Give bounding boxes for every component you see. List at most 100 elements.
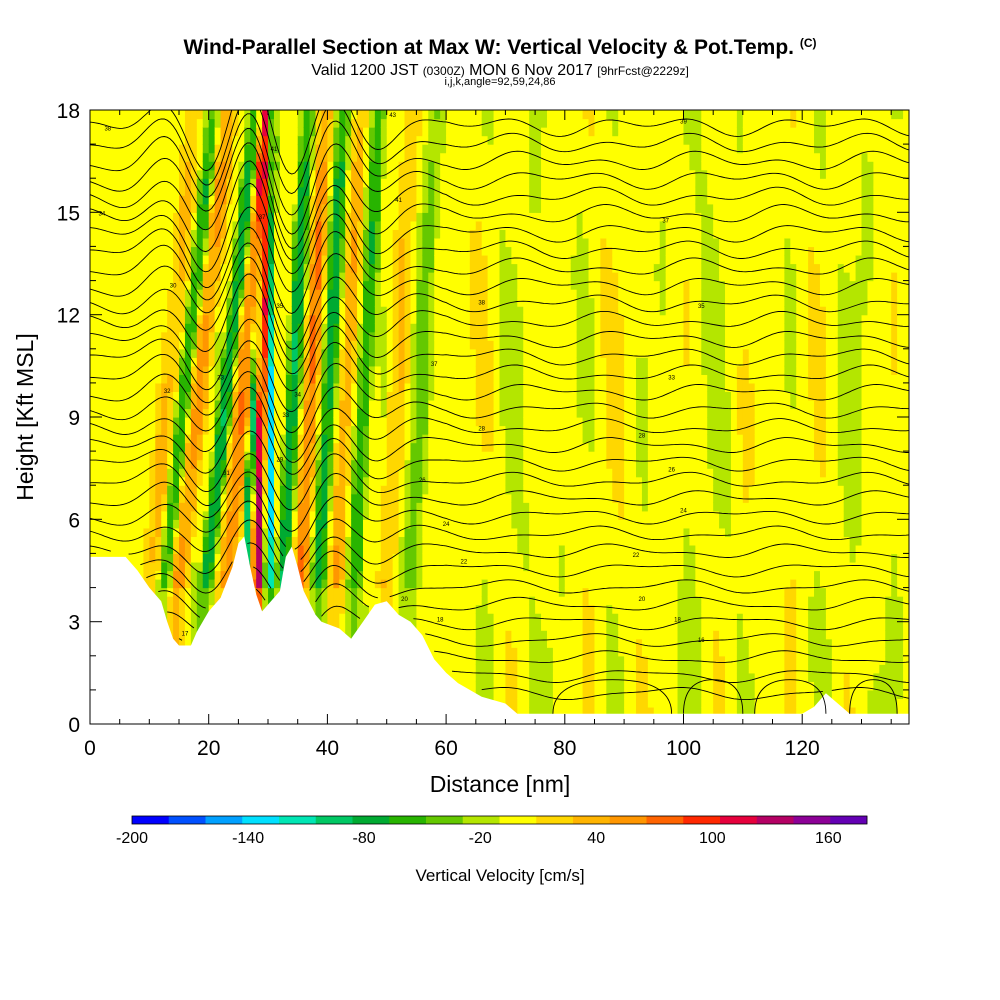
velocity-cell <box>386 596 394 606</box>
velocity-cell <box>214 135 222 145</box>
velocity-cell <box>440 357 447 367</box>
velocity-cell <box>321 220 328 230</box>
velocity-cell <box>333 178 340 188</box>
velocity-cell <box>303 340 311 350</box>
velocity-cell <box>469 357 477 367</box>
velocity-cell <box>220 323 228 333</box>
velocity-cell <box>440 527 447 537</box>
velocity-cell <box>386 502 394 512</box>
velocity-cell <box>321 451 328 461</box>
velocity-cell <box>113 527 121 537</box>
velocity-cell <box>208 476 216 486</box>
velocity-cell <box>434 374 441 384</box>
velocity-cell <box>250 280 257 290</box>
velocity-cell <box>351 340 358 350</box>
velocity-cell <box>404 306 412 316</box>
velocity-cell <box>434 144 441 154</box>
velocity-cell <box>386 510 394 520</box>
velocity-cell <box>226 382 234 393</box>
velocity-cell <box>262 365 269 375</box>
velocity-cell <box>386 118 394 128</box>
velocity-cell <box>380 434 388 444</box>
velocity-cell <box>268 357 275 367</box>
velocity-cell <box>95 476 103 486</box>
velocity-cell <box>363 425 370 435</box>
velocity-cell <box>113 382 121 393</box>
velocity-cell <box>487 203 495 213</box>
velocity-cell <box>357 280 364 290</box>
velocity-cell <box>487 561 495 572</box>
velocity-cell <box>107 476 115 486</box>
velocity-cell <box>363 417 370 427</box>
velocity-cell <box>90 169 97 179</box>
velocity-cell <box>291 118 299 128</box>
velocity-cell <box>167 561 174 572</box>
velocity-cell <box>196 152 204 162</box>
velocity-cell <box>107 331 115 341</box>
velocity-cell <box>226 536 234 546</box>
velocity-cell <box>131 536 139 546</box>
velocity-cell <box>475 570 483 580</box>
velocity-cell <box>463 399 471 410</box>
velocity-cell <box>446 331 453 341</box>
velocity-cell <box>196 186 204 196</box>
velocity-cell <box>161 536 168 546</box>
velocity-cell <box>179 365 186 375</box>
velocity-cell <box>493 451 501 461</box>
velocity-cell <box>101 135 109 145</box>
velocity-cell <box>113 289 121 299</box>
velocity-cell <box>173 434 180 444</box>
velocity-cell <box>327 476 334 486</box>
velocity-cell <box>250 135 257 145</box>
velocity-cell <box>273 510 281 520</box>
velocity-cell <box>398 203 406 213</box>
velocity-cell <box>363 561 370 572</box>
velocity-cell <box>398 485 406 495</box>
velocity-cell <box>463 289 471 299</box>
velocity-cell <box>297 434 305 444</box>
velocity-cell <box>457 655 465 665</box>
velocity-cell <box>392 417 400 427</box>
velocity-cell <box>410 314 418 324</box>
velocity-cell <box>220 306 228 316</box>
velocity-cell <box>487 442 495 452</box>
velocity-cell <box>434 118 441 128</box>
velocity-cell <box>428 357 435 367</box>
velocity-cell <box>345 493 352 503</box>
velocity-cell <box>446 365 453 375</box>
velocity-cell <box>149 485 156 495</box>
velocity-cell <box>398 365 406 375</box>
velocity-cell <box>143 442 150 452</box>
velocity-cell <box>422 417 429 427</box>
velocity-cell <box>315 365 323 375</box>
velocity-cell <box>428 442 435 452</box>
velocity-cell <box>220 144 228 154</box>
velocity-cell <box>95 382 103 393</box>
velocity-cell <box>481 263 489 273</box>
velocity-cell <box>452 118 459 128</box>
velocity-cell <box>184 289 192 299</box>
velocity-cell <box>475 323 483 333</box>
velocity-cell <box>190 417 198 427</box>
velocity-cell <box>184 382 192 393</box>
velocity-cell <box>434 621 441 631</box>
velocity-cell <box>202 306 210 316</box>
velocity-cell <box>101 365 109 375</box>
velocity-cell <box>428 638 435 648</box>
velocity-cell <box>161 144 168 154</box>
velocity-cell <box>428 459 435 469</box>
velocity-cell <box>143 365 150 375</box>
velocity-cell <box>487 596 495 606</box>
velocity-cell <box>357 536 364 546</box>
velocity-cell <box>208 493 216 503</box>
velocity-cell <box>226 144 234 154</box>
velocity-cell <box>113 297 121 307</box>
velocity-cell <box>368 110 376 120</box>
velocity-cell <box>309 169 317 179</box>
velocity-cell <box>143 195 150 205</box>
velocity-cell <box>440 169 447 179</box>
velocity-cell <box>273 237 281 248</box>
velocity-cell <box>149 459 156 469</box>
velocity-cell <box>345 127 352 137</box>
velocity-cell <box>481 399 489 410</box>
